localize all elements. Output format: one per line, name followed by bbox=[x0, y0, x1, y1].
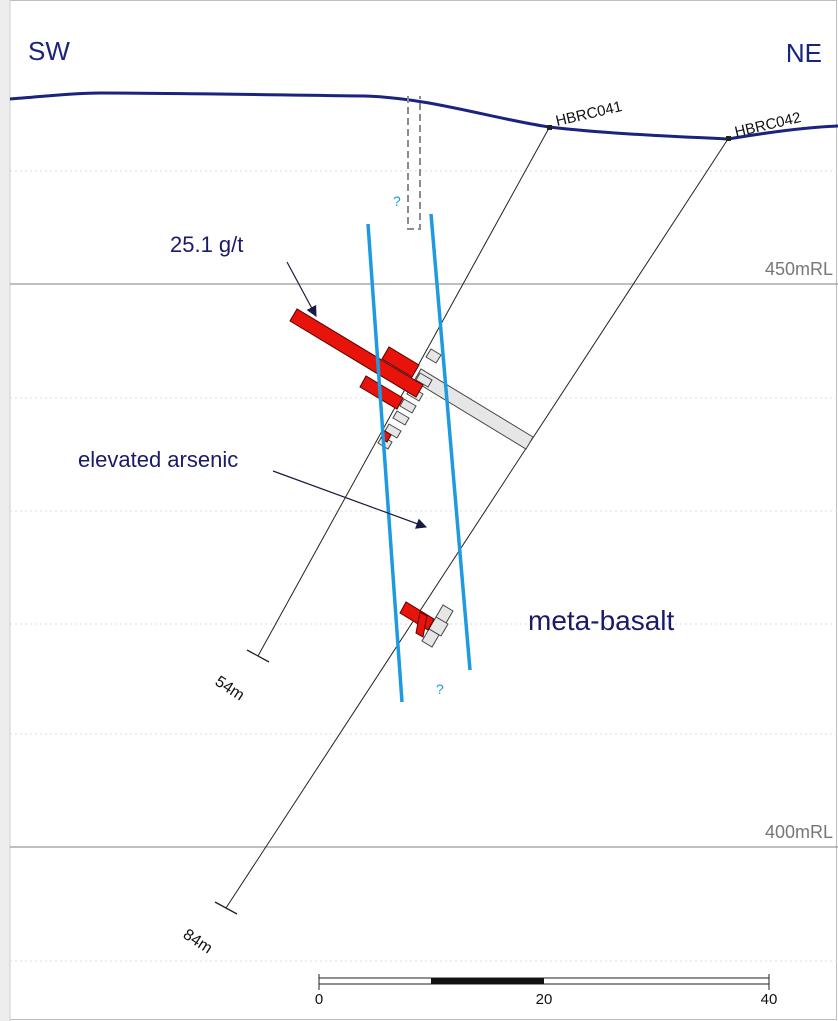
uncertain-mark-top: ? bbox=[393, 193, 401, 209]
orientation-sw: SW bbox=[28, 36, 70, 66]
collar-hbrc042 bbox=[726, 136, 731, 141]
gold-bar-upper-a bbox=[381, 346, 420, 378]
scale-tick-40: 40 bbox=[761, 991, 778, 1008]
gold-bar-lower-b bbox=[415, 611, 428, 638]
arsenic-bar-lower-3 bbox=[421, 628, 440, 648]
arsenic-bar-upper-1 bbox=[415, 372, 433, 388]
collar-hbrc041 bbox=[547, 125, 552, 130]
drill-trace-hbrc041 bbox=[257, 127, 550, 657]
lithology-label: meta-basalt bbox=[528, 605, 675, 636]
uncertain-mark-bottom: ? bbox=[436, 681, 444, 697]
arsenic-bar-long bbox=[413, 368, 534, 450]
orientation-ne: NE bbox=[786, 38, 822, 68]
grade-callout-arrow bbox=[286, 261, 317, 317]
arsenic-bar-upper-3 bbox=[399, 398, 417, 414]
level-label-400: 400mRL bbox=[765, 822, 833, 842]
scale-tick-20: 20 bbox=[536, 991, 553, 1008]
level-label-450: 450mRL bbox=[765, 259, 833, 279]
gold-intercepts bbox=[289, 308, 435, 638]
frame-shadow-left bbox=[0, 0, 10, 1021]
historic-shaft bbox=[407, 96, 421, 230]
structure-line-west bbox=[366, 223, 404, 703]
grade-callout: 25.1 g/t bbox=[170, 232, 243, 257]
arsenic-bar-lower-2 bbox=[428, 616, 449, 637]
minor-gridlines bbox=[10, 170, 838, 962]
arsenic-bar-upper-4 bbox=[392, 410, 410, 426]
structure-line-east bbox=[429, 213, 472, 671]
arsenic-callout: elevated arsenic bbox=[78, 447, 238, 472]
arsenic-bar-upper-5 bbox=[384, 423, 402, 439]
arsenic-bar-collar bbox=[425, 348, 442, 364]
scale-tick-0: 0 bbox=[315, 991, 323, 1008]
end-of-hole-tick-hbrc042 bbox=[214, 901, 238, 915]
arsenic-callout-arrow bbox=[272, 470, 428, 529]
scale-bar: 0 20 40 bbox=[315, 974, 778, 1008]
drill-trace-hbrc042 bbox=[225, 138, 729, 909]
scale-bar-black-segment bbox=[431, 978, 544, 984]
gold-bar-peak bbox=[289, 308, 424, 398]
end-of-hole-tick-hbrc041 bbox=[246, 649, 270, 663]
